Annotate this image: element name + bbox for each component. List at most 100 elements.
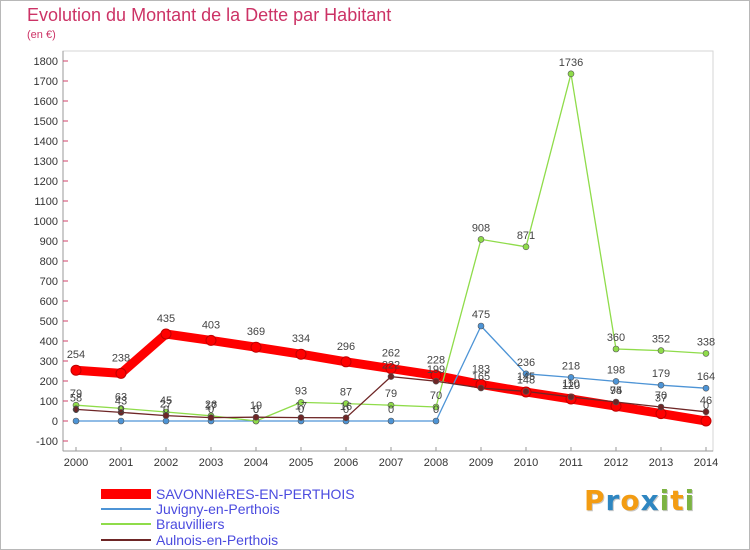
- data-label: 74: [610, 385, 622, 397]
- data-label: 58: [70, 392, 82, 404]
- data-label: 0: [433, 404, 439, 416]
- y-tick-label: -100: [36, 436, 58, 448]
- data-label: 435: [157, 313, 175, 325]
- data-point: [477, 384, 485, 392]
- x-tick-label: 2001: [109, 457, 133, 469]
- data-labels: 254 238 435 403 369 334 296 262 228 183 145 110 74 37…: [67, 57, 715, 416]
- data-point: [477, 322, 485, 330]
- data-point: [612, 345, 620, 353]
- data-label: 236: [517, 357, 535, 369]
- data-label: 0: [163, 404, 169, 416]
- legend-label: Juvigny-en-Perthois: [156, 501, 280, 517]
- x-tick-label: 2000: [64, 457, 88, 469]
- data-label: 26: [205, 399, 217, 411]
- data-label: 16: [340, 401, 352, 413]
- data-point: [117, 409, 125, 416]
- y-tick-label: 100: [40, 396, 58, 408]
- data-label: 296: [337, 341, 355, 353]
- data-point: [700, 415, 712, 427]
- data-label: 0: [703, 400, 709, 412]
- data-label: 369: [247, 326, 265, 338]
- data-label: 43: [115, 395, 127, 407]
- data-label: 0: [73, 404, 79, 416]
- x-tick-label: 2006: [334, 457, 358, 469]
- x-tick-label: 2005: [289, 457, 313, 469]
- data-label: 93: [295, 385, 307, 397]
- data-point: [342, 400, 350, 407]
- y-tick-label: 600: [40, 296, 58, 308]
- data-label: 164: [697, 371, 715, 383]
- data-label: 0: [298, 404, 304, 416]
- data-label: 179: [652, 368, 670, 380]
- data-point: [387, 417, 395, 425]
- logo-letter: P: [584, 484, 606, 517]
- data-label: 37: [655, 393, 667, 405]
- data-label: 95: [610, 385, 622, 397]
- data-label: 871: [517, 230, 535, 242]
- y-tick-label: 300: [40, 356, 58, 368]
- data-point: [250, 341, 262, 353]
- data-label: 0: [118, 404, 124, 416]
- data-point: [612, 378, 620, 385]
- data-label: 79: [70, 388, 82, 400]
- data-point: [567, 70, 575, 78]
- logo-letter: t: [670, 484, 685, 517]
- x-tick-label: 2012: [604, 457, 628, 469]
- x-tick-label: 2014: [694, 457, 718, 469]
- data-point: [657, 347, 665, 354]
- series-points: [70, 70, 712, 427]
- data-label: 79: [385, 388, 397, 400]
- data-point: [115, 367, 127, 379]
- data-point: [252, 413, 260, 421]
- data-label: 228: [427, 354, 445, 366]
- x-tick-label: 2009: [469, 457, 493, 469]
- data-point: [522, 243, 530, 251]
- data-label: 199: [427, 364, 445, 376]
- data-point: [342, 414, 350, 422]
- x-tick-label: 2013: [649, 457, 673, 469]
- data-point: [72, 406, 80, 413]
- legend-label: Brauvilliers: [156, 516, 224, 532]
- data-point: [387, 401, 395, 409]
- data-point: [522, 388, 530, 395]
- data-label: 17: [205, 401, 217, 413]
- data-label: 70: [655, 390, 667, 402]
- data-point: [387, 373, 395, 380]
- data-label: 165: [472, 371, 490, 383]
- data-label: 0: [343, 404, 349, 416]
- data-label: 403: [202, 319, 220, 331]
- data-label: 352: [652, 334, 670, 346]
- legend-label: Aulnois-en-Perthois: [156, 532, 278, 548]
- data-label: 238: [112, 352, 130, 364]
- chart-title: Evolution du Montant de la Dette par Hab…: [27, 5, 392, 25]
- data-point: [657, 381, 665, 389]
- data-label: 110: [562, 378, 580, 390]
- y-tick-label: 1600: [34, 96, 58, 108]
- data-point: [72, 417, 80, 425]
- y-tick-label: 500: [40, 316, 58, 328]
- x-tick-label: 2002: [154, 457, 178, 469]
- data-label: 70: [430, 390, 442, 402]
- data-label: 222: [382, 360, 400, 372]
- data-point: [702, 408, 710, 416]
- data-label: 46: [700, 395, 712, 407]
- data-point: [432, 377, 440, 385]
- x-tick-label: 2007: [379, 457, 403, 469]
- data-point: [207, 414, 215, 421]
- data-label: 334: [292, 333, 310, 345]
- data-point: [70, 364, 82, 376]
- data-label: 0: [388, 404, 394, 416]
- data-point: [477, 236, 485, 243]
- logo-letter: x: [640, 484, 660, 517]
- legend-label: SAVONNIèRES-EN-PERTHOIS: [156, 486, 355, 502]
- y-tick-label: 0: [52, 416, 58, 428]
- data-label: 63: [115, 391, 127, 403]
- y-tick-label: 1100: [34, 196, 58, 208]
- y-tick-label: 900: [40, 236, 58, 248]
- data-label: 254: [67, 349, 85, 361]
- data-label: 0: [253, 404, 259, 416]
- logo-letter: o: [620, 484, 641, 517]
- y-tick-label: 800: [40, 256, 58, 268]
- y-tick-label: 1000: [34, 216, 58, 228]
